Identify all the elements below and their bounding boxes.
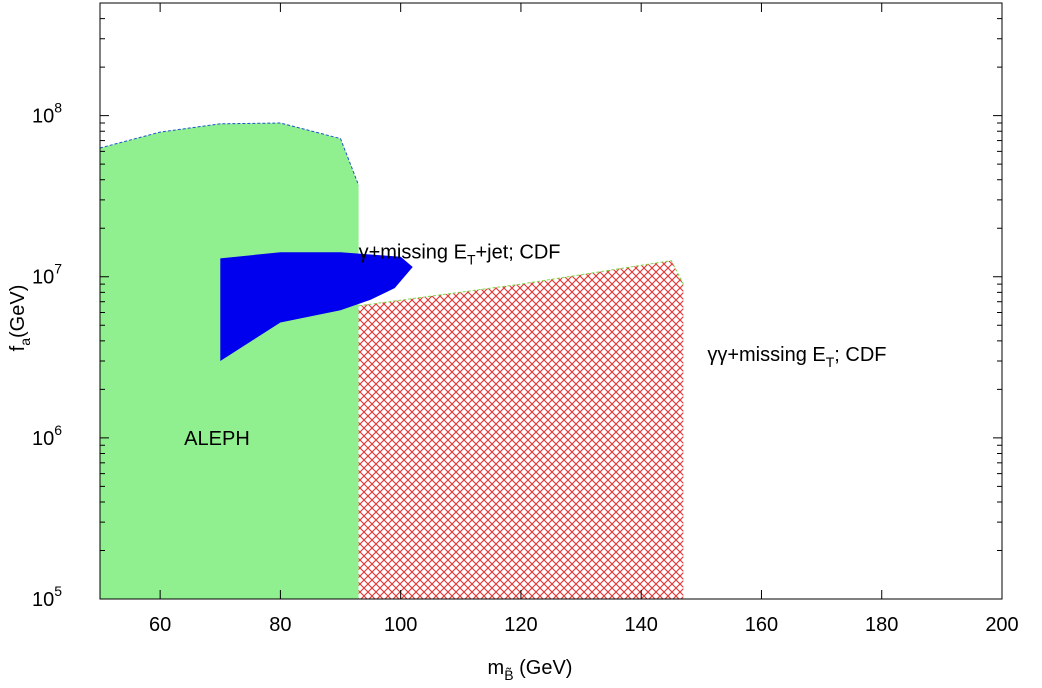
region-cdf-diphoton [358,260,684,599]
plot-frame [99,2,1003,600]
annotation-aleph-label: ALEPH [184,428,250,450]
x-axis-label-base: m [488,657,505,679]
x-tick-label: 60 [149,614,171,636]
annotation-photon-jet-label: γ+missing ET+jet; CDF [359,241,561,267]
y-axis-label-base: f [7,345,29,351]
x-tick-label: 100 [384,614,417,636]
x-axis-label-sub: B̃ [504,667,513,683]
x-tick-label: 180 [865,614,898,636]
y-tick-labels: 105 106 107 108 [32,100,62,611]
y-tick-label: 105 [32,583,62,611]
y-tick-label: 108 [32,100,62,128]
region-aleph [100,123,359,599]
annotation-diphoton-label: γγ+missing ET; CDF [707,344,886,370]
region-edge-cdf-diphoton [358,260,684,307]
y-tick-label: 107 [32,261,62,289]
annotations: ALEPH γ+missing ET+jet; CDF γγ+missing ET;… [184,241,886,450]
x-tick-label: 200 [985,614,1018,636]
x-axis-label-unit: (GeV) [514,657,573,679]
x-tick-label: 120 [504,614,537,636]
x-tick-label: 80 [269,614,291,636]
y-axis-label: fa(GeV) [7,285,33,352]
axis-ticks [100,3,1003,600]
x-axis-label: mB̃ (GeV) [488,657,573,683]
x-tick-label: 140 [625,614,658,636]
y-axis-label-unit: (GeV) [7,285,29,338]
x-tick-label: 160 [745,614,778,636]
region-cdf-photon-jet [220,252,413,361]
y-axis-label-sub: a [17,338,33,346]
x-tick-labels: 60 80 100 120 140 160 180 200 [149,614,1019,636]
region-edge-aleph [99,122,360,186]
exclusion-regions [99,122,684,599]
y-tick-label: 106 [32,422,62,450]
